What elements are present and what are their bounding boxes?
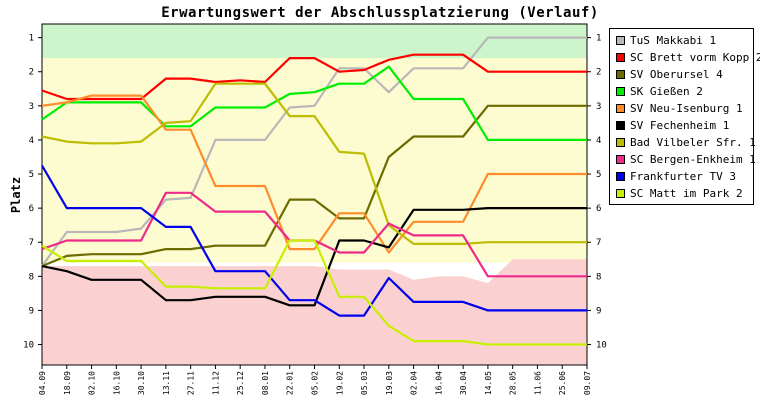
series-line-3 bbox=[41, 104, 587, 268]
legend-item: SC Bergen-Enkheim 1 bbox=[616, 153, 756, 166]
y-tick-label-right: 2 bbox=[596, 68, 601, 78]
legend-label: SC Bergen-Enkheim 1 bbox=[630, 153, 756, 166]
legend-swatch bbox=[616, 138, 625, 147]
series-line-9 bbox=[41, 164, 587, 317]
y-tick-label-right: 10 bbox=[596, 341, 607, 351]
legend-item: SV Neu-Isenburg 1 bbox=[616, 102, 743, 115]
series-line-4 bbox=[41, 65, 587, 141]
series-line-6 bbox=[41, 207, 587, 307]
x-tick-label: 02.10 bbox=[88, 371, 97, 395]
series-line-10 bbox=[41, 239, 587, 346]
legend: TuS Makkabi 1 SC Brett vorm Kopp 2 SV Ober… bbox=[609, 28, 760, 205]
x-tick-label: 27.11 bbox=[187, 371, 196, 395]
y-tick-label-left: 4 bbox=[29, 136, 34, 146]
legend-label: TuS Makkabi 1 bbox=[630, 34, 717, 47]
x-tick-label: 13.11 bbox=[162, 371, 171, 395]
legend-swatch bbox=[616, 87, 625, 96]
legend-label: SV Neu-Isenburg 1 bbox=[630, 102, 743, 115]
x-tick-label: 09.07 bbox=[583, 371, 592, 395]
x-tick-label: 02.04 bbox=[410, 371, 419, 395]
y-tick-label-left: 9 bbox=[29, 306, 34, 316]
y-tick-label-right: 3 bbox=[596, 102, 601, 112]
y-tick-label-left: 5 bbox=[29, 170, 34, 180]
x-tick-label: 30.10 bbox=[137, 371, 146, 395]
legend-label: SK Gießen 2 bbox=[630, 85, 703, 98]
series-line-1 bbox=[41, 36, 587, 267]
legend-swatch bbox=[616, 70, 625, 79]
series-line-2 bbox=[41, 53, 587, 101]
x-tick-label: 04.09 bbox=[38, 371, 47, 395]
y-tick-label-right: 8 bbox=[596, 272, 601, 282]
legend-label: Bad Vilbeler Sfr. 1 bbox=[630, 136, 756, 149]
legend-swatch bbox=[616, 104, 625, 113]
legend-item: SV Oberursel 4 bbox=[616, 68, 723, 81]
series-line-7 bbox=[41, 82, 587, 245]
legend-label: SV Fechenheim 1 bbox=[630, 119, 730, 132]
y-tick-label-left: 10 bbox=[23, 341, 34, 351]
legend-item: TuS Makkabi 1 bbox=[616, 34, 716, 47]
y-tick-label-right: 4 bbox=[596, 136, 601, 146]
x-tick-label: 25.12 bbox=[236, 371, 245, 395]
y-tick-label-left: 8 bbox=[29, 272, 34, 282]
x-tick-label: 18.09 bbox=[63, 371, 72, 395]
x-tick-label: 30.04 bbox=[459, 371, 468, 395]
x-tick-label: 05.03 bbox=[360, 371, 369, 395]
x-tick-label: 16.04 bbox=[434, 371, 443, 395]
x-tick-label: 11.06 bbox=[533, 371, 542, 395]
chart-title: Erwartungswert der Abschlussplatzierung … bbox=[161, 5, 599, 21]
x-tick-label: 14.05 bbox=[484, 371, 493, 395]
y-tick-label-left: 2 bbox=[29, 68, 34, 78]
legend-swatch bbox=[616, 121, 625, 130]
legend-item: SV Fechenheim 1 bbox=[616, 119, 729, 132]
legend-label: SV Oberursel 4 bbox=[630, 68, 723, 81]
legend-item: SC Brett vorm Kopp 2 bbox=[616, 51, 760, 64]
y-tick-label-right: 6 bbox=[596, 204, 601, 214]
y-tick-label-right: 1 bbox=[596, 34, 601, 44]
x-tick-label: 11.12 bbox=[211, 371, 220, 395]
legend-item: Frankfurter TV 3 bbox=[616, 170, 736, 183]
y-tick-label-right: 9 bbox=[596, 306, 601, 316]
legend-label: SC Brett vorm Kopp 2 bbox=[630, 51, 760, 64]
band-relegation bbox=[42, 259, 587, 365]
legend-swatch bbox=[616, 53, 625, 62]
y-tick-label-left: 7 bbox=[29, 238, 34, 248]
series-line-5 bbox=[41, 94, 587, 254]
x-tick-label: 22.01 bbox=[286, 371, 295, 395]
x-tick-label: 19.03 bbox=[385, 371, 394, 395]
y-tick-label-left: 1 bbox=[29, 34, 34, 44]
legend-swatch bbox=[616, 189, 625, 198]
y-tick-label-left: 6 bbox=[29, 204, 34, 214]
x-tick-label: 25.06 bbox=[558, 371, 567, 395]
legend-label: Frankfurter TV 3 bbox=[630, 170, 736, 183]
legend-label: SC Matt im Park 2 bbox=[630, 187, 743, 200]
legend-swatch bbox=[616, 155, 625, 164]
y-tick-label-right: 5 bbox=[596, 170, 601, 180]
legend-item: SC Matt im Park 2 bbox=[616, 187, 743, 200]
y-tick-label-right: 7 bbox=[596, 238, 601, 248]
x-tick-label: 19.02 bbox=[335, 371, 344, 395]
y-tick-label-left: 3 bbox=[29, 102, 34, 112]
x-tick-label: 28.05 bbox=[509, 371, 518, 395]
x-tick-label: 05.02 bbox=[311, 371, 320, 395]
legend-swatch bbox=[616, 36, 625, 45]
legend-item: Bad Vilbeler Sfr. 1 bbox=[616, 136, 756, 149]
x-tick-label: 16.10 bbox=[112, 371, 121, 395]
legend-item: SK Gießen 2 bbox=[616, 85, 703, 98]
band-promotion bbox=[42, 24, 587, 59]
x-tick-label: 08.01 bbox=[261, 371, 270, 395]
legend-swatch bbox=[616, 172, 625, 181]
